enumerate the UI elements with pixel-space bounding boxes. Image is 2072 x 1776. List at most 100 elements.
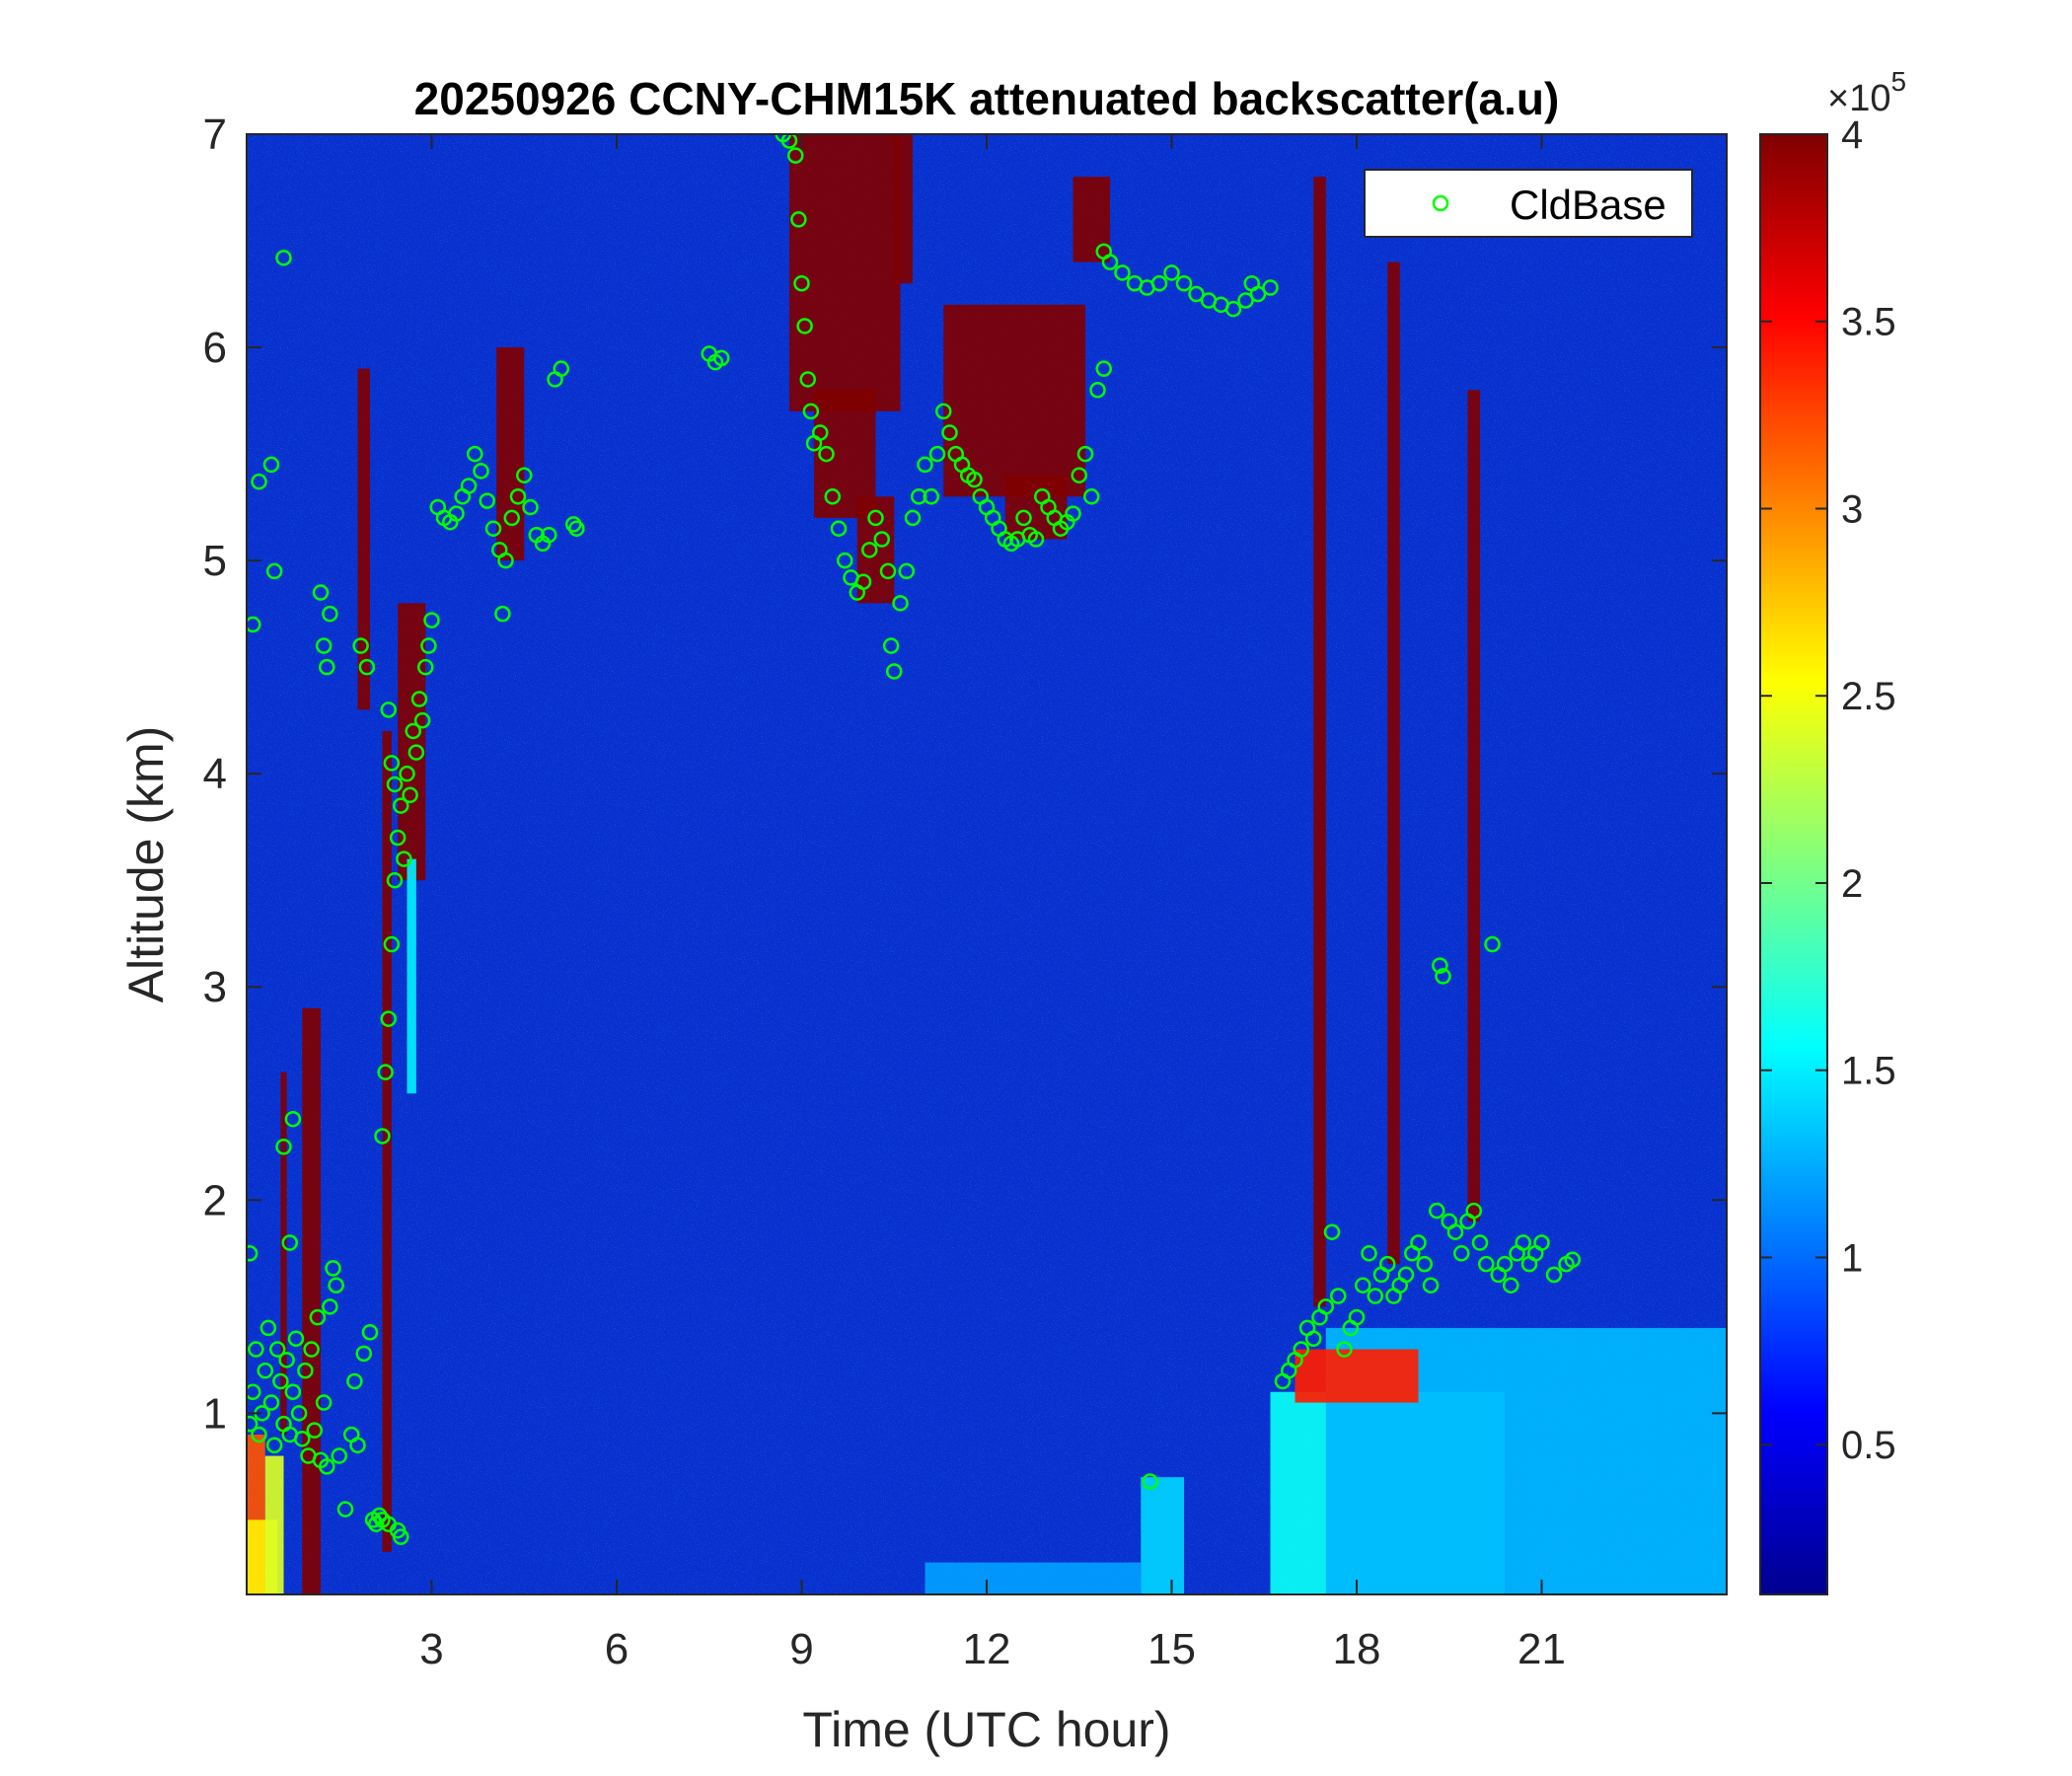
cldbase-point: [1027, 531, 1045, 548]
cldbase-point: [1101, 254, 1119, 270]
cldbase-point: [290, 1405, 308, 1422]
cldbase-point: [393, 1528, 409, 1545]
heatmap-cell: [280, 1072, 287, 1435]
cldbase-point: [1361, 1245, 1377, 1262]
cldbase-point: [1496, 1255, 1514, 1273]
cldbase-point: [1293, 1341, 1309, 1358]
cldbase-point: [278, 1352, 295, 1369]
cldbase-point: [377, 1064, 394, 1080]
cldbase-point: [346, 1372, 363, 1390]
heatmap-cell: [925, 1562, 1142, 1594]
cldbase-point: [1432, 957, 1448, 974]
colorbar-ticks: 0.5 1 1.5 2 2.5 3 3.5 4: [1760, 113, 1896, 1467]
cldbase-point: [1249, 285, 1267, 303]
cldbase-point: [1533, 1234, 1550, 1251]
cldbase-point: [886, 663, 903, 680]
colorbar-tick-label: 4: [1841, 113, 1863, 157]
colorbar-tick-label: 3.5: [1841, 301, 1896, 344]
plot-area: [247, 134, 1727, 1594]
cldbase-point: [935, 403, 952, 420]
cldbase-point: [247, 1415, 259, 1433]
heatmap-cell: [1073, 177, 1110, 262]
cldbase-point: [1083, 488, 1100, 505]
cldbase-point: [911, 488, 927, 505]
cldbase-point: [284, 1383, 302, 1400]
colorbar-tick-label: 0.5: [1841, 1424, 1896, 1467]
legend-marker-cldbase: [1432, 194, 1449, 212]
cldbase-point: [1150, 274, 1168, 292]
cldbase-point: [867, 509, 884, 527]
cldbase-point: [1076, 445, 1094, 463]
cldbase-point: [1071, 467, 1087, 483]
cldbase-point: [251, 473, 267, 490]
y-tick-label: 6: [203, 324, 227, 372]
x-tick-label: 3: [419, 1625, 443, 1673]
cldbase-point: [879, 562, 897, 580]
heatmap-cell: [302, 1007, 321, 1594]
cldbase-point: [1089, 382, 1106, 399]
cldbase-point: [467, 445, 483, 463]
cldbase-point: [1114, 264, 1131, 281]
cldbase-point: [494, 605, 511, 623]
colorbar-multiplier-exponent: 5: [1890, 66, 1906, 97]
cldbase-point: [396, 851, 412, 867]
x-tick-label: 12: [963, 1625, 1011, 1673]
legend: CldBase: [1364, 169, 1693, 238]
cldbase-point: [509, 488, 527, 505]
cldbase-point: [399, 765, 415, 782]
cldbase-point: [1348, 1308, 1366, 1326]
cldbase-point: [297, 1362, 314, 1379]
heatmap-cell: [357, 368, 370, 710]
cldbase-point: [1478, 1255, 1495, 1273]
cldbase-point: [484, 520, 502, 537]
x-tick-label: 6: [605, 1625, 629, 1673]
cldbase-point: [386, 871, 404, 889]
x-tick-label: 9: [789, 1625, 813, 1673]
cldbase-point: [1471, 1234, 1489, 1251]
cldbase-point: [837, 552, 853, 569]
cldbase-point: [861, 542, 878, 558]
colorbar-multiplier: ×105: [1827, 66, 1906, 119]
cldbase-point: [306, 1422, 323, 1439]
cldbase-point: [812, 424, 829, 441]
colorbar-gradient: [1759, 133, 1828, 1595]
cldbase-point: [312, 584, 330, 601]
cldbase-point: [247, 616, 261, 633]
cldbase-point: [1015, 509, 1032, 527]
cldbase-point: [892, 595, 909, 612]
cldbase-point: [1416, 1255, 1433, 1273]
cldbase-point: [460, 478, 478, 494]
cldbase-point: [383, 935, 401, 953]
cldbase-point: [1224, 300, 1242, 318]
y-axis-ticks: 1 2 3 4 5 6 7: [203, 111, 1727, 1438]
cldbase-point: [257, 1362, 273, 1379]
cldbase-point: [873, 531, 890, 548]
cldbase-point: [262, 1394, 280, 1411]
cldbase-point: [294, 1431, 311, 1447]
cldbase-point: [336, 1501, 354, 1517]
cldbase-point: [413, 711, 431, 729]
cldbase-point: [355, 1345, 372, 1363]
heatmap-cell: [943, 304, 1085, 497]
colorbar-tick-label: 2: [1841, 862, 1863, 906]
cldbase-point: [787, 147, 804, 164]
colorbar-tick-label: 2.5: [1841, 675, 1896, 718]
cldbase-point: [802, 403, 820, 420]
cldbase-point: [269, 1341, 286, 1358]
cldbase-point: [1336, 1341, 1353, 1358]
cldbase-point: [1435, 968, 1451, 985]
cldbase-point: [1410, 1234, 1427, 1251]
cldbase-point: [448, 505, 465, 522]
cldbase-point: [389, 829, 407, 847]
cldbase-point: [303, 1341, 320, 1358]
cldbase-point: [358, 658, 376, 676]
heatmap-regions: [247, 134, 1727, 1594]
cldbase-point: [830, 520, 848, 537]
cldbase-point: [262, 456, 280, 474]
heatmap-cell: [1387, 261, 1400, 1265]
cldbase-point: [1545, 1266, 1563, 1284]
cldbase-point: [407, 744, 425, 761]
cldbase-point: [1163, 264, 1180, 281]
cldbase-point: [1323, 1223, 1341, 1240]
cldbase-point: [541, 526, 557, 544]
